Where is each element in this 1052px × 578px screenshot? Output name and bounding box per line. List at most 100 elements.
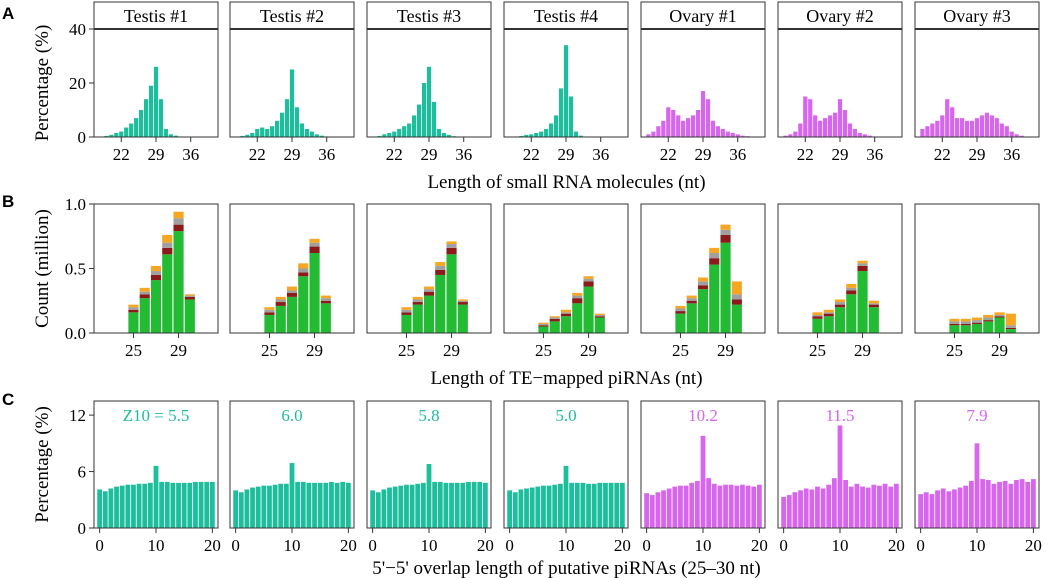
- bar: [823, 118, 828, 137]
- bar-segment: [150, 265, 162, 272]
- y-tick-label: 6: [78, 463, 87, 482]
- bar: [441, 132, 446, 137]
- bar: [102, 491, 108, 528]
- bar-segment: [457, 299, 468, 301]
- bar: [563, 465, 569, 528]
- z10-annotation: 6.0: [281, 406, 302, 425]
- x-tick-label: 29: [695, 145, 712, 164]
- bar: [312, 482, 317, 528]
- bar: [888, 486, 894, 528]
- z10-annotation: 11.5: [825, 406, 854, 425]
- x-tick-label: 0: [916, 536, 925, 555]
- bar: [334, 482, 340, 528]
- bar: [614, 482, 620, 528]
- bar: [147, 482, 153, 528]
- bar-segment: [139, 287, 150, 292]
- bar: [848, 486, 854, 528]
- facet: 25 29: [914, 203, 1040, 360]
- bar: [466, 481, 471, 528]
- x-axis-label: Length of TE−mapped piRNAs (nt): [430, 368, 702, 389]
- x-tick-label: 22: [934, 145, 951, 164]
- bar-segment: [675, 305, 686, 309]
- bar: [432, 481, 438, 528]
- x-tick-label: 36: [729, 145, 746, 164]
- bar-segment: [286, 293, 298, 297]
- bar-segment: [139, 291, 150, 295]
- bar-segment: [720, 224, 731, 230]
- bar: [725, 131, 730, 137]
- bar: [119, 131, 124, 137]
- bar: [534, 132, 539, 137]
- facet: 25 29: [503, 203, 629, 360]
- bar: [187, 482, 193, 528]
- bar: [843, 480, 849, 528]
- bar: [578, 135, 583, 137]
- bar-segment: [275, 299, 286, 303]
- bar: [323, 482, 329, 528]
- x-tick-label: 0: [642, 536, 651, 555]
- bar: [997, 481, 1002, 528]
- bar: [402, 126, 407, 137]
- x-tick-label: 22: [797, 145, 814, 164]
- bar: [783, 135, 788, 137]
- bar: [314, 134, 319, 137]
- bar-segment: [538, 326, 549, 333]
- bar-segment: [812, 318, 823, 333]
- bar-segment: [594, 317, 605, 333]
- bar-segment: [412, 296, 423, 300]
- bar: [690, 115, 696, 137]
- bar-segment: [697, 277, 709, 282]
- x-tick-label: 10: [695, 536, 712, 555]
- bar-segment: [435, 265, 446, 270]
- bar: [893, 483, 899, 528]
- bar: [549, 123, 554, 137]
- bar: [131, 484, 136, 528]
- bar: [649, 495, 655, 528]
- bar: [689, 482, 695, 528]
- bar: [803, 488, 809, 528]
- bar: [295, 481, 301, 528]
- bar: [751, 486, 757, 528]
- bar-segment: [446, 243, 457, 248]
- bar: [920, 128, 925, 137]
- bar-segment: [960, 325, 971, 333]
- bar-segment: [446, 247, 457, 255]
- bar: [950, 107, 955, 137]
- bar: [300, 481, 306, 528]
- bar: [407, 123, 412, 137]
- x-tick-label: 22: [523, 145, 540, 164]
- bar-segment: [675, 308, 686, 312]
- facet: Ovary #1 22 29 36: [640, 1, 766, 164]
- bar-segment: [139, 294, 150, 299]
- bar: [437, 481, 443, 528]
- bar-segment: [150, 280, 162, 333]
- bar: [250, 132, 255, 137]
- bar-segment: [549, 316, 560, 318]
- x-tick-label: 29: [854, 341, 871, 360]
- bar-segment: [583, 278, 594, 282]
- x-tick-label: 22: [113, 145, 130, 164]
- bar: [544, 128, 549, 137]
- bar-segment: [709, 258, 720, 265]
- bar: [574, 482, 580, 528]
- bar: [124, 127, 129, 137]
- x-tick-label: 29: [170, 341, 187, 360]
- bar-segment: [401, 314, 412, 333]
- bar: [809, 489, 815, 528]
- bar: [471, 481, 477, 528]
- y-tick-label: 20: [69, 74, 86, 93]
- bar: [860, 486, 865, 528]
- bar: [1019, 135, 1024, 137]
- bar: [808, 99, 813, 137]
- x-axis-label: Length of small RNA molecules (nt): [427, 172, 705, 193]
- bar: [460, 482, 466, 528]
- bar: [97, 489, 103, 528]
- bar: [392, 131, 397, 137]
- bar-segment: [675, 313, 686, 333]
- bar-segment: [960, 321, 971, 324]
- bar: [781, 496, 787, 528]
- panel-border: [777, 203, 903, 334]
- x-tick-label: 10: [148, 536, 165, 555]
- bar: [512, 492, 518, 528]
- bar: [1025, 481, 1031, 528]
